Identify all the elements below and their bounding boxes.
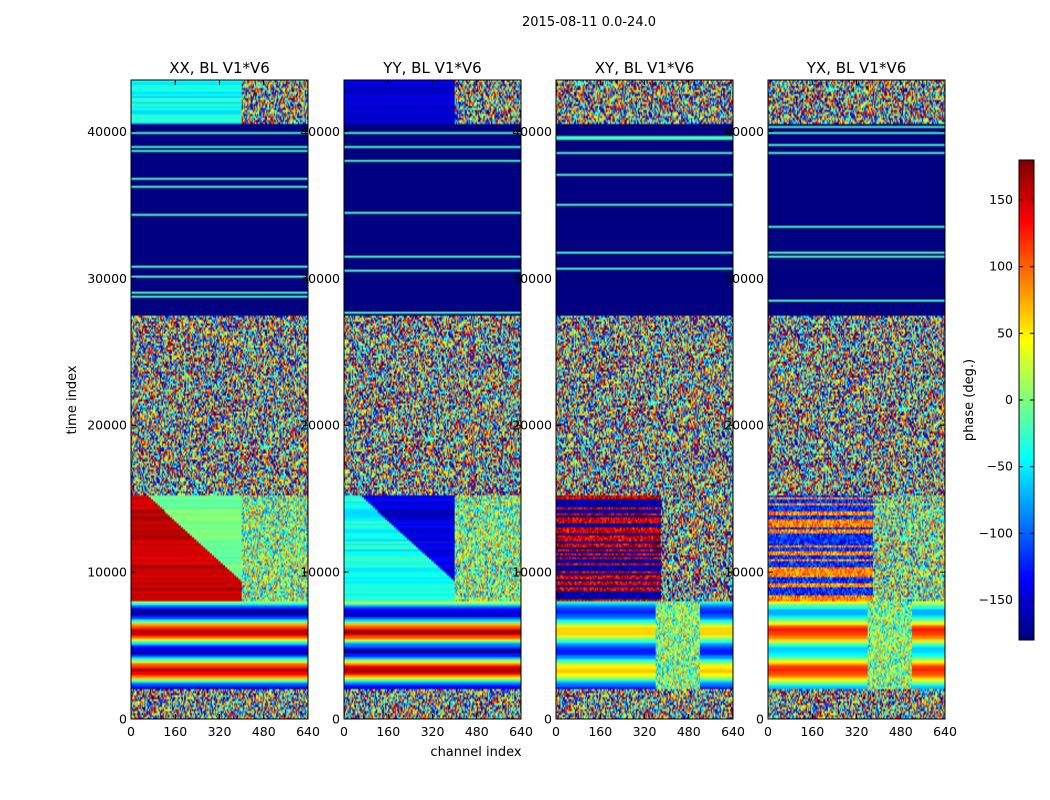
heatmap-xx [131,80,308,719]
x-tick-label: 160 [800,724,824,739]
x-tick-label: 480 [252,724,276,739]
x-tick-label: 320 [633,724,657,739]
panel-xy: XY, BL V1*V6 0 160 320 480 640 0 10000 20000 3000… [512,59,745,739]
colorbar-label: phase (deg.) [962,359,977,441]
colorbar-tick-label: 150 [989,192,1013,207]
x-tick-label: 160 [163,724,187,739]
x-tick-label: 320 [421,724,445,739]
heatmap-xy [556,80,733,719]
y-tick-label: 10000 [300,565,340,580]
y-tick-label: 10000 [87,565,127,580]
x-tick-label: 320 [208,724,232,739]
heatmap-yy [344,80,521,719]
colorbar-tick-label: −50 [987,459,1013,474]
x-tick-label: 160 [588,724,612,739]
x-tick-label: 640 [721,724,745,739]
panel-title: XY, BL V1*V6 [595,59,695,77]
panel-yx: YX, BL V1*V6 0 160 320 480 640 0 10000 20000 3000… [724,59,957,739]
y-tick-label: 10000 [724,565,764,580]
y-tick-label: 20000 [300,418,340,433]
panel-title: XX, BL V1*V6 [169,59,270,77]
colorbar-tick-label: 100 [989,259,1013,274]
y-tick-label: 30000 [300,271,340,286]
panels: XX, BL V1*V6 0 160 320 480 640 0 10000 20000 3000… [87,59,957,739]
panel-title: YY, BL V1*V6 [382,59,481,77]
y-tick-label: 40000 [300,124,340,139]
y-tick-label: 0 [544,712,552,727]
x-tick-label: 640 [296,724,320,739]
x-tick-label: 0 [340,724,348,739]
y-tick-label: 30000 [87,271,127,286]
panel-xx: XX, BL V1*V6 0 160 320 480 640 0 10000 20000 3000… [87,59,320,739]
colorbar-tick-label: −100 [979,525,1013,540]
colorbar-tick-label: −150 [979,592,1013,607]
y-tick-label: 40000 [724,124,764,139]
y-tick-label: 0 [332,712,340,727]
x-axis-label: channel index [430,745,521,760]
y-tick-label: 20000 [724,418,764,433]
colorbar-gradient [1019,160,1034,640]
x-tick-label: 320 [845,724,869,739]
y-tick-label: 20000 [87,418,127,433]
x-tick-label: 480 [465,724,489,739]
x-tick-label: 0 [127,724,135,739]
y-tick-label: 30000 [724,271,764,286]
colorbar-tick-label: 50 [997,325,1013,340]
y-tick-label: 0 [119,712,127,727]
x-tick-label: 640 [933,724,957,739]
x-tick-label: 0 [552,724,560,739]
colorbar: −150 −100 −50 0 50 100 150 [979,159,1035,641]
x-tick-label: 160 [376,724,400,739]
y-tick-label: 40000 [512,124,552,139]
figure-suptitle: 2015-08-11 0.0-24.0 [522,15,656,30]
colorbar-tick-label: 0 [1005,392,1013,407]
heatmap-yx [768,80,945,719]
x-tick-label: 640 [509,724,533,739]
y-tick-label: 20000 [512,418,552,433]
y-tick-label: 0 [756,712,764,727]
y-tick-label: 30000 [512,271,552,286]
x-tick-label: 480 [677,724,701,739]
y-axis-label: time index [65,365,80,434]
panel-title: YX, BL V1*V6 [806,59,907,77]
x-tick-label: 480 [889,724,913,739]
x-tick-label: 0 [764,724,772,739]
y-tick-label: 10000 [512,565,552,580]
panel-yy: YY, BL V1*V6 0 160 320 480 640 0 10000 20000 3000… [300,59,533,739]
y-tick-label: 40000 [87,124,127,139]
